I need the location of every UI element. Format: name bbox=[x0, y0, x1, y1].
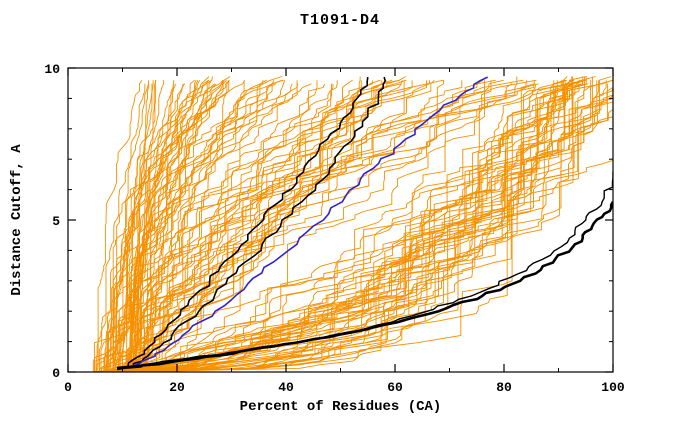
model-curve bbox=[123, 79, 581, 372]
model-curve bbox=[127, 83, 277, 372]
model-curve bbox=[134, 83, 513, 372]
model-curve bbox=[144, 76, 574, 372]
black-upper-2 bbox=[132, 76, 387, 366]
model-curve bbox=[152, 79, 586, 372]
model-curve bbox=[125, 80, 338, 372]
model-curve bbox=[132, 79, 496, 372]
x-tick-label: 0 bbox=[64, 380, 72, 395]
model-curve bbox=[97, 80, 413, 372]
model-curve bbox=[99, 80, 535, 372]
black-lower-1 bbox=[116, 201, 613, 371]
model-curve bbox=[114, 83, 150, 372]
model-curve bbox=[129, 83, 326, 372]
model-curve bbox=[106, 79, 195, 372]
model-curve bbox=[139, 83, 536, 372]
model-curve bbox=[110, 79, 283, 372]
x-axis-label: Percent of Residues (CA) bbox=[239, 399, 442, 415]
model-curve bbox=[121, 83, 177, 372]
model-curve bbox=[96, 83, 613, 372]
y-tick-label: 5 bbox=[52, 214, 60, 229]
x-tick-label: 40 bbox=[278, 380, 294, 395]
model-curve bbox=[140, 80, 444, 372]
model-curve bbox=[107, 80, 485, 372]
model-curve bbox=[125, 83, 539, 372]
model-curve bbox=[138, 80, 318, 372]
blue-model bbox=[133, 76, 489, 367]
model-curve bbox=[137, 79, 230, 372]
model-curve bbox=[122, 76, 361, 372]
model-curve bbox=[92, 80, 613, 372]
model-curve bbox=[124, 80, 613, 372]
model-curve bbox=[118, 80, 430, 372]
model-curve bbox=[95, 79, 143, 372]
model-curve bbox=[128, 80, 175, 372]
model-curve bbox=[134, 80, 157, 372]
model-curve bbox=[140, 76, 573, 372]
model-curve bbox=[139, 80, 613, 372]
model-curve bbox=[96, 79, 400, 372]
model-curve bbox=[106, 79, 209, 372]
model-curve bbox=[126, 79, 201, 372]
model-curve bbox=[107, 79, 224, 372]
model-curve bbox=[139, 83, 215, 372]
model-curve bbox=[96, 83, 146, 372]
model-curve bbox=[113, 76, 214, 372]
model-curve bbox=[104, 79, 393, 372]
model-curve bbox=[134, 79, 381, 372]
model-curve bbox=[111, 80, 156, 372]
model-curve bbox=[131, 79, 524, 372]
axes: 0 20 40 60 80 100 0 5 10 bbox=[44, 62, 625, 395]
model-curve bbox=[97, 80, 600, 372]
x-tick-label: 20 bbox=[169, 380, 185, 395]
x-tick-label: 100 bbox=[601, 380, 625, 395]
model-curve bbox=[123, 76, 283, 372]
model-curve bbox=[146, 79, 572, 372]
model-curve bbox=[128, 80, 598, 372]
orange-model-curves bbox=[92, 76, 613, 372]
x-tick-label: 80 bbox=[496, 380, 512, 395]
model-curve bbox=[110, 76, 586, 372]
x-tick-label: 60 bbox=[387, 380, 403, 395]
black-upper-1 bbox=[127, 76, 369, 367]
model-curve bbox=[143, 79, 387, 372]
model-curve bbox=[117, 76, 568, 372]
model-curve bbox=[119, 80, 573, 372]
y-tick-label: 10 bbox=[44, 62, 60, 77]
model-curve bbox=[126, 83, 185, 372]
model-curve bbox=[129, 80, 275, 372]
model-curve bbox=[140, 79, 587, 372]
model-curve bbox=[140, 80, 574, 372]
chart-title: T1091-D4 bbox=[299, 12, 380, 29]
model-curve bbox=[132, 79, 537, 372]
model-curve bbox=[100, 80, 199, 372]
model-curve bbox=[113, 80, 463, 372]
model-curve bbox=[111, 83, 608, 372]
model-curve bbox=[104, 83, 184, 372]
model-curve bbox=[135, 80, 564, 372]
model-curve bbox=[114, 80, 150, 372]
y-tick-label: 0 bbox=[52, 366, 60, 381]
model-curve bbox=[138, 80, 286, 372]
black-lower-2 bbox=[116, 171, 613, 369]
model-curve bbox=[119, 83, 535, 372]
model-curve bbox=[108, 79, 224, 372]
model-curve bbox=[128, 80, 245, 372]
model-curve bbox=[104, 79, 284, 372]
